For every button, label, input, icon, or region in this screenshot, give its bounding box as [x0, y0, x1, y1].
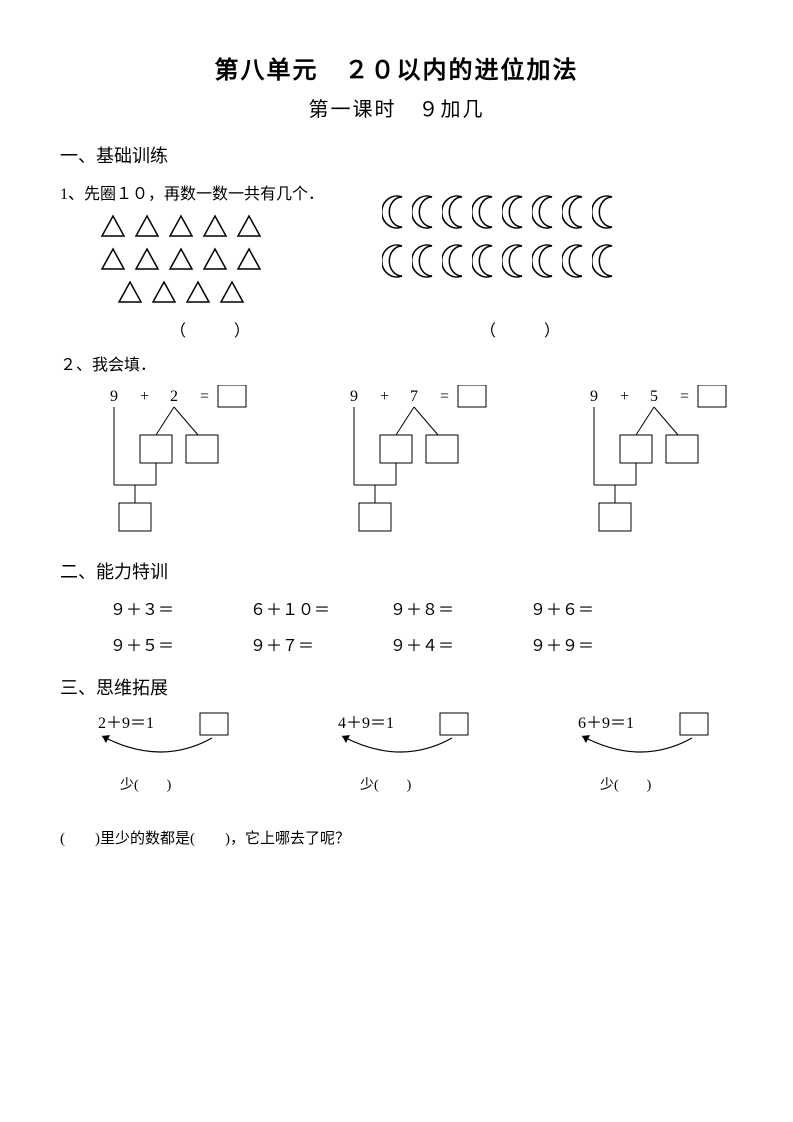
triangle-icon — [134, 214, 160, 243]
think-diagram: 4＋9＝1 少( ) — [330, 712, 500, 802]
triangle-icon — [185, 280, 211, 309]
drill-equation: ９＋６＝ — [530, 596, 620, 620]
moon-icon — [532, 194, 560, 235]
moon-icon — [592, 194, 620, 235]
triangle-icon — [100, 247, 126, 276]
answer-paren: （ ） — [170, 317, 250, 341]
section-1-header: 一、基础训练 — [60, 142, 733, 168]
triangle-icon — [236, 247, 262, 276]
answer-paren: （ ） — [480, 317, 560, 341]
drill-equation: ９＋９＝ — [530, 632, 620, 656]
moon-icon — [562, 243, 590, 284]
moon-icon — [382, 243, 410, 284]
svg-text:7: 7 — [410, 388, 418, 405]
moon-icon — [412, 243, 440, 284]
svg-text:9: 9 — [350, 388, 358, 405]
number-bond-diagram: 9 + 2 = — [100, 385, 270, 540]
svg-text:9: 9 — [590, 388, 598, 405]
fill-container: 9 + 2 = 9 + 7 = — [100, 385, 733, 540]
section-3-header: 三、思维拓展 — [60, 674, 733, 700]
q1-answers: （ ） （ ） — [170, 317, 733, 341]
drill-row: ９＋３＝ ６＋１０＝ ９＋８＝ ９＋６＝ — [110, 596, 733, 620]
moon-row — [382, 194, 620, 235]
triangle-icon — [236, 214, 262, 243]
svg-text:+: + — [620, 388, 629, 405]
lesson-title: 第一课时 ９加几 — [60, 93, 733, 122]
moon-icon — [472, 194, 500, 235]
drill-equation: ９＋５＝ — [110, 632, 200, 656]
think-diagram: 2＋9＝1 少( ) — [90, 712, 260, 802]
drill-row: ９＋５＝ ９＋７＝ ９＋４＝ ９＋９＝ — [110, 632, 733, 656]
number-bond-diagram: 9 + 7 = — [340, 385, 510, 540]
svg-text:5: 5 — [650, 388, 658, 405]
triangle-group — [100, 214, 262, 309]
triangle-icon — [219, 280, 245, 309]
triangle-icon — [202, 247, 228, 276]
think-label: 少( ) — [120, 774, 171, 794]
svg-text:2＋9＝1: 2＋9＝1 — [98, 715, 154, 732]
moon-icon — [442, 194, 470, 235]
triangle-icon — [168, 214, 194, 243]
triangle-icon — [117, 280, 143, 309]
final-question: ( )里少的数都是( )，它上哪去了呢？ — [60, 827, 733, 848]
moon-icon — [562, 194, 590, 235]
moon-icon — [502, 243, 530, 284]
triangle-icon — [151, 280, 177, 309]
drill-equation: ９＋４＝ — [390, 632, 480, 656]
triangle-row — [100, 247, 262, 276]
moon-icon — [442, 243, 470, 284]
drill-equation: ９＋８＝ — [390, 596, 480, 620]
think-container: 2＋9＝1 少( ) 4＋9＝1 少( ) 6＋9＝1 少( ) — [90, 712, 733, 802]
moon-group — [382, 194, 620, 309]
section-2-header: 二、能力特训 — [60, 558, 733, 584]
drill-equation: ６＋１０＝ — [250, 596, 340, 620]
q1-graphics — [100, 214, 733, 309]
triangle-icon — [168, 247, 194, 276]
svg-text:=: = — [200, 388, 209, 405]
triangle-icon — [100, 214, 126, 243]
moon-row — [382, 243, 620, 284]
svg-text:+: + — [380, 388, 389, 405]
drill-container: ９＋３＝ ６＋１０＝ ９＋８＝ ９＋６＝ ９＋５＝ ９＋７＝ ９＋４＝ ９＋９＝ — [110, 596, 733, 656]
triangle-icon — [202, 214, 228, 243]
moon-icon — [532, 243, 560, 284]
number-bond-diagram: 9 + 5 = — [580, 385, 750, 540]
unit-title: 第八单元 ２０以内的进位加法 — [60, 50, 733, 85]
triangle-row — [100, 214, 262, 243]
svg-text:=: = — [680, 388, 689, 405]
moon-icon — [502, 194, 530, 235]
moon-icon — [412, 194, 440, 235]
moon-icon — [592, 243, 620, 284]
svg-text:9: 9 — [110, 388, 118, 405]
moon-icon — [472, 243, 500, 284]
drill-equation: ９＋３＝ — [110, 596, 200, 620]
triangle-row — [117, 280, 245, 309]
moon-icon — [382, 194, 410, 235]
svg-text:+: + — [140, 388, 149, 405]
svg-text:=: = — [440, 388, 449, 405]
svg-text:2: 2 — [170, 388, 178, 405]
drill-equation: ９＋７＝ — [250, 632, 340, 656]
svg-text:6＋9＝1: 6＋9＝1 — [578, 715, 634, 732]
triangle-icon — [134, 247, 160, 276]
think-diagram: 6＋9＝1 少( ) — [570, 712, 740, 802]
think-label: 少( ) — [600, 774, 651, 794]
q2-label: ２、我会填． — [60, 351, 733, 375]
think-label: 少( ) — [360, 774, 411, 794]
svg-text:4＋9＝1: 4＋9＝1 — [338, 715, 394, 732]
